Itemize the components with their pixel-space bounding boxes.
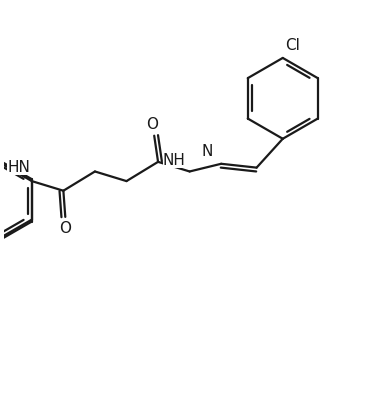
Text: N: N bbox=[201, 144, 213, 159]
Text: Cl: Cl bbox=[285, 38, 300, 53]
Text: HN: HN bbox=[7, 160, 30, 175]
Text: NH: NH bbox=[163, 152, 186, 168]
Text: O: O bbox=[59, 221, 71, 236]
Text: O: O bbox=[146, 117, 158, 132]
